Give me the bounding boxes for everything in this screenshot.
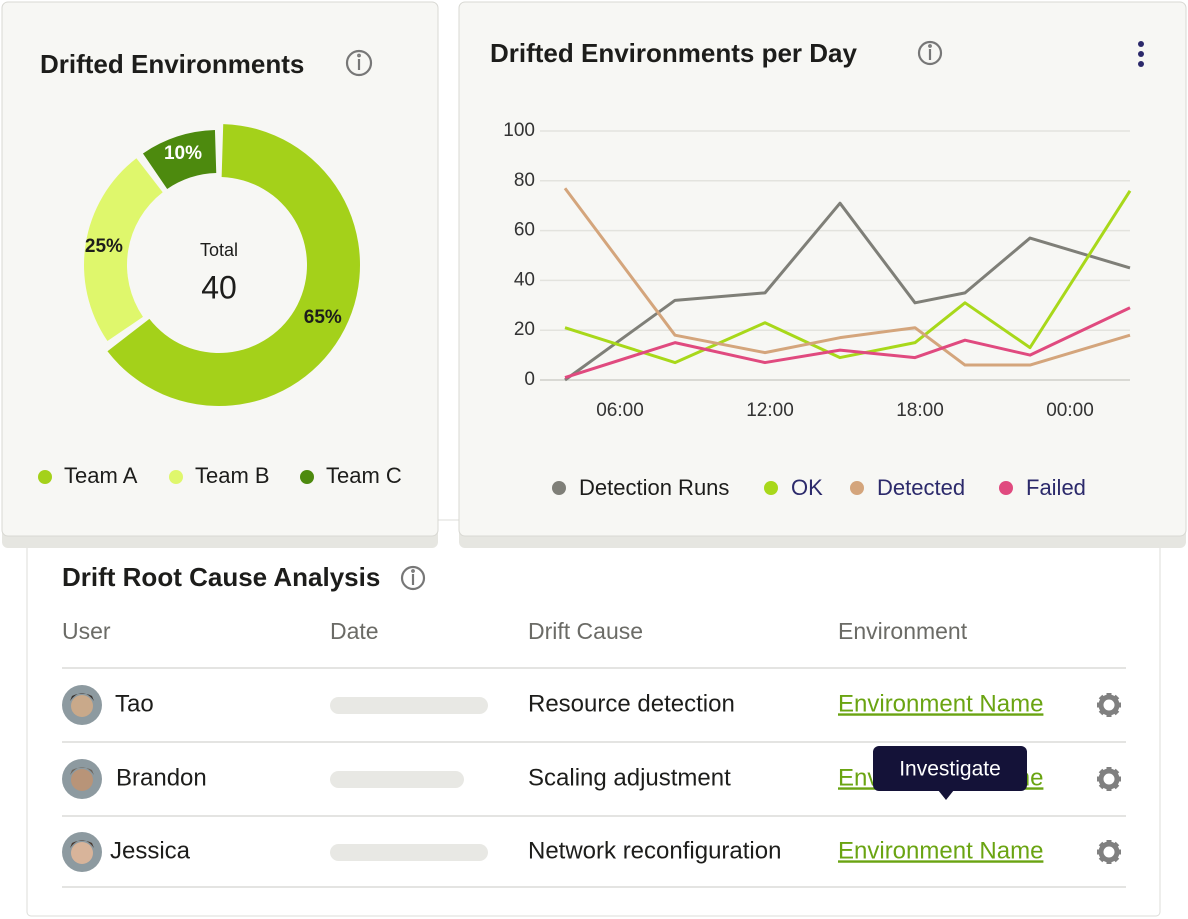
data-label: 10%	[164, 143, 202, 164]
info-icon[interactable]	[345, 49, 373, 77]
line-card	[458, 1, 1187, 537]
legend-label: Team B	[195, 463, 270, 488]
settings-icon[interactable]	[1097, 840, 1121, 864]
column-header: Environment	[838, 618, 968, 644]
avatar-face	[71, 695, 93, 717]
drift-cause: Resource detection	[528, 690, 735, 717]
gear-body	[1098, 841, 1120, 863]
gear-body	[1098, 694, 1120, 716]
data-label: 25%	[85, 236, 123, 257]
x-tick-label: 12:00	[746, 400, 794, 421]
user-name: Jessica	[110, 837, 191, 864]
center-label: Total	[200, 240, 238, 260]
drift-cause: Network reconfiguration	[528, 837, 781, 864]
y-tick-label: 80	[514, 170, 535, 191]
settings-icon[interactable]	[1097, 767, 1121, 791]
x-tick-label: 00:00	[1046, 400, 1094, 421]
donut-segment	[83, 158, 163, 342]
environment-link[interactable]: Environment Name	[838, 837, 1043, 864]
legend-label: Team C	[326, 463, 402, 488]
series-line	[564, 189, 1132, 365]
y-tick-label: 0	[524, 369, 535, 390]
legend-marker	[999, 481, 1013, 495]
info-icon[interactable]	[400, 565, 426, 591]
avatar-hair	[70, 840, 94, 848]
column-header: Date	[330, 618, 379, 644]
date-placeholder	[330, 771, 464, 788]
chart-title: Drifted Environments per Day	[490, 38, 858, 68]
menu-icon[interactable]	[1138, 41, 1144, 67]
table-title: Drift Root Cause Analysis	[62, 562, 380, 592]
y-tick-label: 100	[503, 120, 535, 141]
legend-label: Failed	[1026, 475, 1086, 500]
drift-cause: Scaling adjustment	[528, 764, 731, 791]
donut-segment	[142, 130, 217, 189]
donut-segment	[107, 124, 360, 406]
legend-marker	[300, 470, 314, 484]
date-placeholder	[330, 697, 488, 714]
tooltip-box	[873, 746, 1027, 791]
legend-label: Detected	[877, 475, 965, 500]
tooltip-arrow	[938, 790, 954, 800]
legend-marker	[850, 481, 864, 495]
donut-card	[1, 1, 439, 537]
legend-marker	[764, 481, 778, 495]
column-header: Drift Cause	[528, 618, 643, 644]
x-tick-label: 06:00	[596, 400, 644, 421]
x-tick-label: 18:00	[896, 400, 944, 421]
legend-label: Detection Runs	[579, 475, 729, 500]
gear-body	[1098, 768, 1120, 790]
chart-title: Drifted Environments	[40, 49, 304, 79]
date-placeholder	[330, 844, 488, 861]
y-tick-label: 40	[514, 269, 535, 290]
legend-marker	[169, 470, 183, 484]
tooltip-text: Investigate	[899, 758, 1001, 781]
user-name: Brandon	[116, 764, 207, 791]
avatar-face	[71, 842, 93, 864]
info-icon[interactable]	[917, 40, 943, 66]
series-line	[563, 187, 1131, 367]
data-label: 65%	[304, 307, 342, 328]
environment-link[interactable]: Environment Name	[838, 690, 1043, 717]
avatar-hair	[70, 693, 94, 701]
legend-marker	[552, 481, 566, 495]
user-name: Tao	[115, 690, 154, 717]
legend-label: Team A	[64, 463, 138, 488]
series-line	[564, 201, 1131, 382]
legend-marker	[38, 470, 52, 484]
settings-icon[interactable]	[1097, 693, 1121, 717]
y-tick-label: 60	[514, 220, 535, 241]
avatar-hair	[70, 767, 94, 775]
series-line	[564, 306, 1131, 379]
avatar-face	[71, 769, 93, 791]
y-tick-label: 20	[514, 319, 535, 340]
legend-label: OK	[791, 475, 823, 500]
column-header: User	[62, 618, 111, 644]
center-value: 40	[201, 269, 237, 305]
